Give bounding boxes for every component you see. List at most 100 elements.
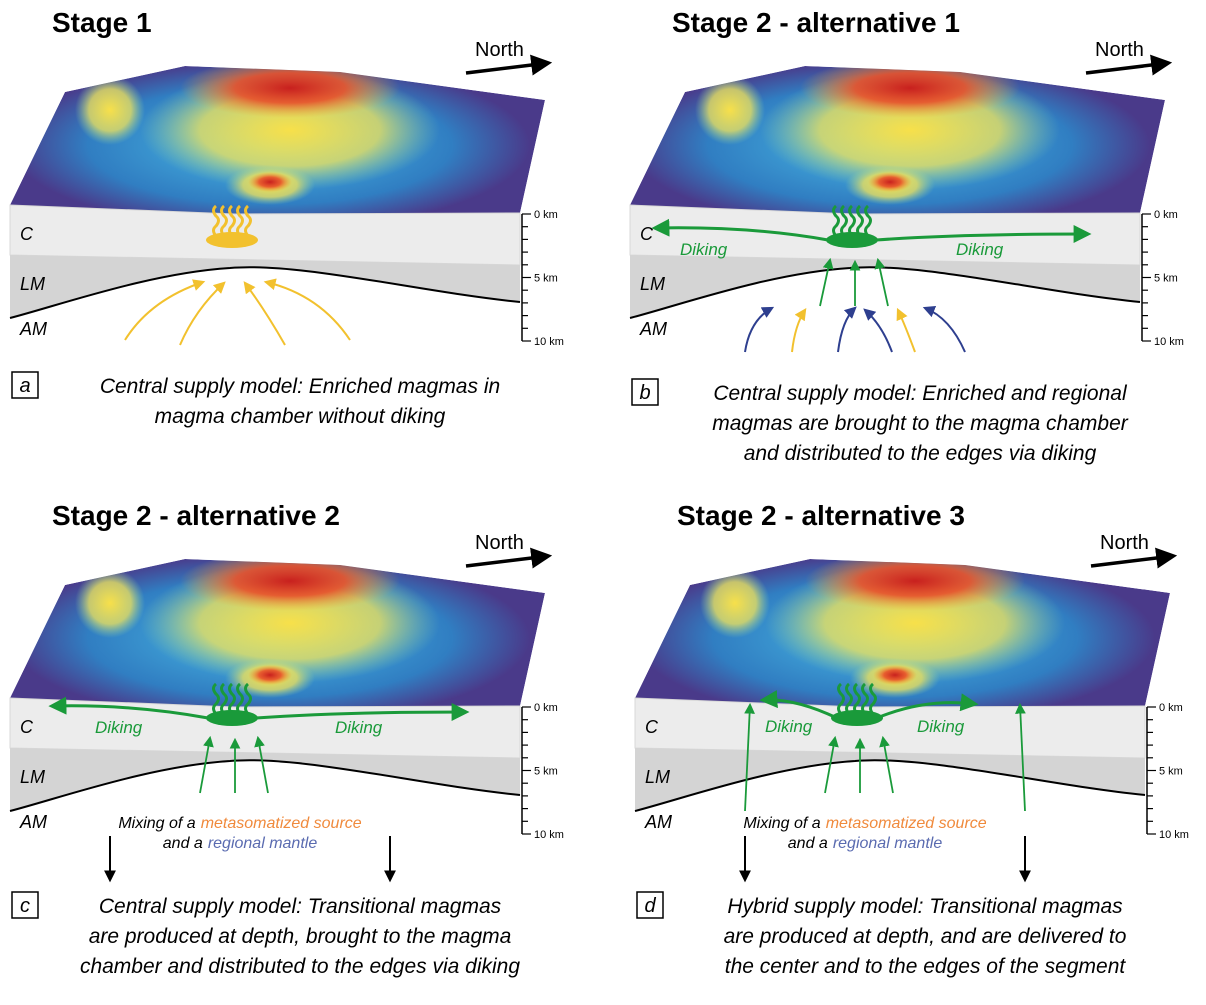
arrow <box>863 308 893 353</box>
arrow <box>744 306 775 353</box>
heat-red-spot <box>248 172 292 192</box>
arrow <box>263 278 351 341</box>
lithospheric-mantle <box>10 748 520 811</box>
magma-conduit <box>220 204 228 237</box>
arrow <box>254 735 269 794</box>
mixing-source: metasomatized source <box>201 815 362 832</box>
magma-conduit <box>228 682 236 715</box>
layer-label: C <box>640 224 654 244</box>
heat-yellow-spot <box>700 568 770 638</box>
north-arrow <box>1085 54 1173 76</box>
panel-letter: b <box>639 382 650 404</box>
arrow <box>255 703 470 722</box>
scale-label: 10 km <box>1154 336 1184 348</box>
caption-line: Central supply model: Transitional magma… <box>99 895 502 918</box>
panel: Stage 2 - alternative 1 North C LM AM 0 km 5 k… <box>629 7 1184 465</box>
diking-label: Diking <box>917 717 965 736</box>
mixing-source: metasomatized source <box>826 815 987 832</box>
arrow <box>875 225 1092 244</box>
north-arrow <box>1090 547 1178 569</box>
diking-label: Diking <box>956 240 1004 259</box>
panel-letter-box <box>11 891 39 919</box>
arrow <box>1015 702 1026 812</box>
caption-line: Central supply model: Enriched magmas in <box>100 375 500 398</box>
arrow <box>651 218 829 242</box>
panel: Stage 2 - alternative 2 North C LM AM 0 km 5 k… <box>9 500 564 978</box>
lithospheric-mantle <box>630 255 1140 318</box>
north-label: North <box>1095 39 1144 61</box>
arrow <box>876 693 979 720</box>
scale-label: 5 km <box>534 766 558 778</box>
heat-red <box>800 66 1020 118</box>
scale-label: 0 km <box>1154 209 1178 221</box>
magma-conduit <box>236 204 244 237</box>
caption-line: are produced at depth, and are delivered… <box>724 925 1127 948</box>
magma-conduit <box>869 682 877 715</box>
magma-chamber <box>826 232 878 248</box>
panel-letter-box <box>636 891 664 919</box>
arrow <box>922 305 966 353</box>
caption-line: are produced at depth, brought to the ma… <box>89 925 512 948</box>
magma-chamber <box>206 710 258 726</box>
layer-label: AM <box>639 319 667 339</box>
scale-label: 10 km <box>534 336 564 348</box>
layer-label: C <box>20 224 34 244</box>
caption-line: magma chamber without diking <box>155 405 446 428</box>
scale-label: 5 km <box>1159 766 1183 778</box>
layer-label: LM <box>640 274 665 294</box>
mixing-text: Mixing of a metasomatized source <box>743 815 986 832</box>
scale-label: 5 km <box>534 273 558 285</box>
diking-label: Diking <box>95 718 143 737</box>
north-label: North <box>475 39 524 61</box>
arrow <box>199 735 214 794</box>
scale-label: 5 km <box>1154 273 1178 285</box>
topography-surface <box>10 66 545 214</box>
lithospheric-mantle <box>635 748 1145 811</box>
north-arrow <box>465 54 553 76</box>
magma-conduit <box>244 682 252 715</box>
panel-letter: c <box>20 895 30 917</box>
magma-conduit <box>244 204 252 237</box>
heat-red <box>180 66 400 118</box>
mixing-source: regional mantle <box>833 835 943 852</box>
crust-layer <box>629 204 1141 266</box>
diking-label: Diking <box>680 240 728 259</box>
arrow <box>874 257 889 307</box>
caption-line: Hybrid supply model: Transitional magmas <box>727 895 1123 918</box>
lab-boundary <box>634 759 1146 812</box>
magma-conduit <box>853 682 861 715</box>
caption-line: the center and to the edges of the segme… <box>725 955 1127 978</box>
arrow <box>179 281 226 346</box>
magma-chamber <box>206 232 258 248</box>
arrow <box>124 279 206 341</box>
caption-line: Central supply model: Enriched and regio… <box>713 382 1128 405</box>
magma-conduit <box>212 204 220 237</box>
scale-label: 0 km <box>534 702 558 714</box>
arrow <box>824 735 839 794</box>
scale-label: 0 km <box>534 209 558 221</box>
mixing-text: Mixing of a metasomatized source <box>118 815 361 832</box>
lithospheric-mantle <box>10 255 520 318</box>
panel-title: Stage 2 - alternative 2 <box>52 500 340 531</box>
arrow <box>744 702 755 812</box>
mixing-text-part: Mixing of a <box>118 815 195 832</box>
magma-conduit <box>832 204 840 237</box>
caption-line: and distributed to the edges via diking <box>744 442 1097 465</box>
magma-conduit <box>861 682 869 715</box>
layer-label: LM <box>20 767 45 787</box>
mixing-source: regional mantle <box>208 835 318 852</box>
arrow <box>896 307 916 353</box>
panel-letter: d <box>644 895 656 917</box>
mixing-text: and a regional mantle <box>163 835 318 852</box>
layer-label: AM <box>644 812 672 832</box>
magma-conduit <box>856 204 864 237</box>
mixing-text-part: and a <box>788 835 828 852</box>
magma-conduit <box>220 682 228 715</box>
heat-yellow-spot <box>75 568 145 638</box>
heat-yellow-spot <box>75 75 145 145</box>
mixing-text: and a regional mantle <box>788 835 943 852</box>
north-label: North <box>475 532 524 554</box>
diking-label: Diking <box>765 717 813 736</box>
scale-label: 0 km <box>1159 702 1183 714</box>
magma-conduit <box>845 682 853 715</box>
